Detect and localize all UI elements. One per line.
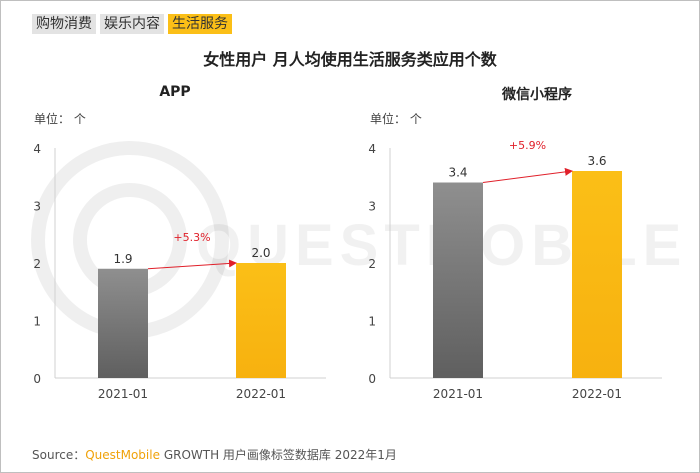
y-tick-label: 0 bbox=[33, 372, 41, 386]
y-tick-label: 2 bbox=[33, 257, 41, 271]
x-tick-label: 2022-01 bbox=[236, 387, 286, 401]
growth-label: +5.3% bbox=[173, 231, 210, 244]
x-tick-label: 2021-01 bbox=[433, 387, 483, 401]
category-tabs: 购物消费 娱乐内容 生活服务 bbox=[32, 14, 232, 34]
bar-2022-01 bbox=[572, 171, 622, 378]
y-tick-label: 1 bbox=[33, 315, 41, 329]
growth-label: +5.9% bbox=[509, 139, 546, 152]
bar-2021-01 bbox=[98, 268, 148, 378]
chart-main-title: 女性用户 月人均使用生活服务类应用个数 bbox=[203, 50, 497, 69]
value-label: 2.0 bbox=[251, 246, 270, 260]
source-prefix: Source： bbox=[32, 448, 86, 462]
unit-label-app: 单位： 个 bbox=[34, 112, 86, 126]
y-tick-label: 4 bbox=[368, 142, 376, 156]
growth-arrow bbox=[482, 167, 573, 183]
y-tick-label: 3 bbox=[33, 200, 41, 214]
source-brand: QuestMobile bbox=[85, 448, 160, 462]
value-label: 3.6 bbox=[587, 154, 606, 168]
x-tick-label: 2022-01 bbox=[572, 387, 622, 401]
y-tick-label: 3 bbox=[368, 200, 376, 214]
source-rest: GROWTH 用户画像标签数据库 2022年1月 bbox=[163, 448, 397, 462]
source-note: Source：QuestMobile GROWTH 用户画像标签数据库 2022… bbox=[32, 446, 397, 463]
bar-2022-01 bbox=[236, 263, 286, 378]
tab-entertainment[interactable]: 娱乐内容 bbox=[100, 14, 164, 34]
bar-2021-01 bbox=[433, 182, 483, 378]
y-tick-label: 4 bbox=[33, 142, 41, 156]
panel-title-app: APP bbox=[159, 84, 191, 100]
value-label: 1.9 bbox=[113, 252, 132, 266]
tab-shopping[interactable]: 购物消费 bbox=[32, 14, 96, 34]
x-tick-label: 2021-01 bbox=[98, 387, 148, 401]
y-tick-label: 1 bbox=[368, 315, 376, 329]
tab-life-services[interactable]: 生活服务 bbox=[168, 14, 232, 34]
panel-title-miniprogram: 微信小程序 bbox=[502, 87, 572, 103]
y-tick-label: 2 bbox=[368, 257, 376, 271]
growth-arrow bbox=[147, 259, 237, 270]
y-tick-label: 0 bbox=[368, 372, 376, 386]
value-label: 3.4 bbox=[448, 166, 467, 180]
unit-label-miniprogram: 单位： 个 bbox=[370, 112, 422, 126]
